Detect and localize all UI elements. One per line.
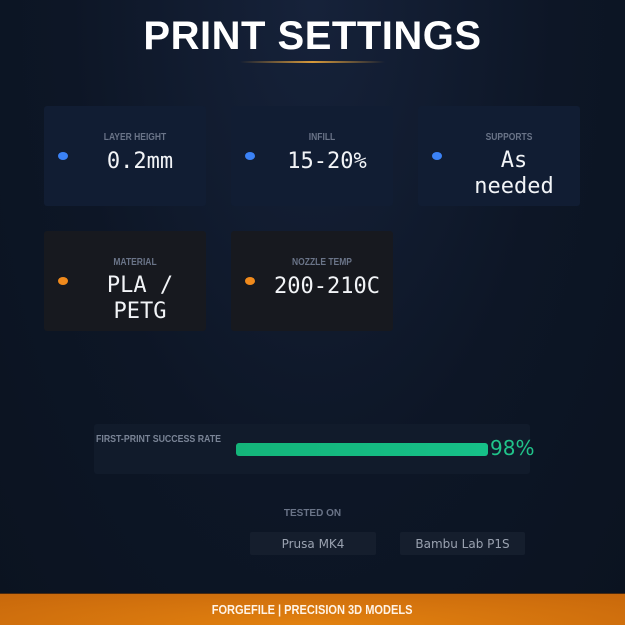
- setting-card-nozzle-temp: NOZZLE TEMP 200-210C: [231, 231, 393, 331]
- dot-icon: [58, 152, 68, 160]
- setting-card-supports: SUPPORTS As needed: [418, 106, 580, 206]
- setting-label: INFILL: [308, 132, 336, 143]
- setting-label: NOZZLE TEMP: [292, 257, 352, 268]
- success-rate-value: 98%: [490, 436, 535, 460]
- setting-card-layer-height: LAYER HEIGHT 0.2mm: [44, 106, 206, 206]
- setting-value: 15-20%: [287, 149, 367, 174]
- success-rate-label: FIRST-PRINT SUCCESS RATE: [96, 434, 222, 445]
- setting-card-material: MATERIAL PLA / PETG: [44, 231, 206, 331]
- dot-icon: [58, 277, 68, 285]
- printer-chip: Bambu Lab P1S: [400, 532, 525, 555]
- footer-banner: FORGEFILE | PRECISION 3D MODELS: [0, 593, 625, 625]
- dot-icon: [245, 277, 255, 285]
- setting-label: LAYER HEIGHT: [103, 132, 167, 143]
- tested-on-label: TESTED ON: [283, 508, 342, 519]
- success-rate-bar: [236, 443, 488, 456]
- success-rate-panel: FIRST-PRINT SUCCESS RATE 98%: [94, 424, 534, 474]
- title-underline: [240, 61, 385, 63]
- success-rate-fill: [236, 443, 488, 456]
- setting-card-infill: INFILL 15-20%: [231, 106, 393, 206]
- setting-label: MATERIAL: [113, 257, 157, 268]
- setting-value: PLA / PETG: [106, 273, 174, 324]
- setting-value: 0.2mm: [106, 149, 174, 174]
- setting-value: As needed: [474, 148, 554, 199]
- setting-label: SUPPORTS: [485, 132, 533, 143]
- setting-value: 200-210C: [274, 274, 380, 299]
- dot-icon: [432, 152, 442, 160]
- printer-chip: Prusa MK4: [250, 532, 376, 555]
- dot-icon: [245, 152, 255, 160]
- page-title: PRINT SETTINGS: [143, 14, 482, 58]
- footer-text: FORGEFILE | PRECISION 3D MODELS: [212, 602, 413, 617]
